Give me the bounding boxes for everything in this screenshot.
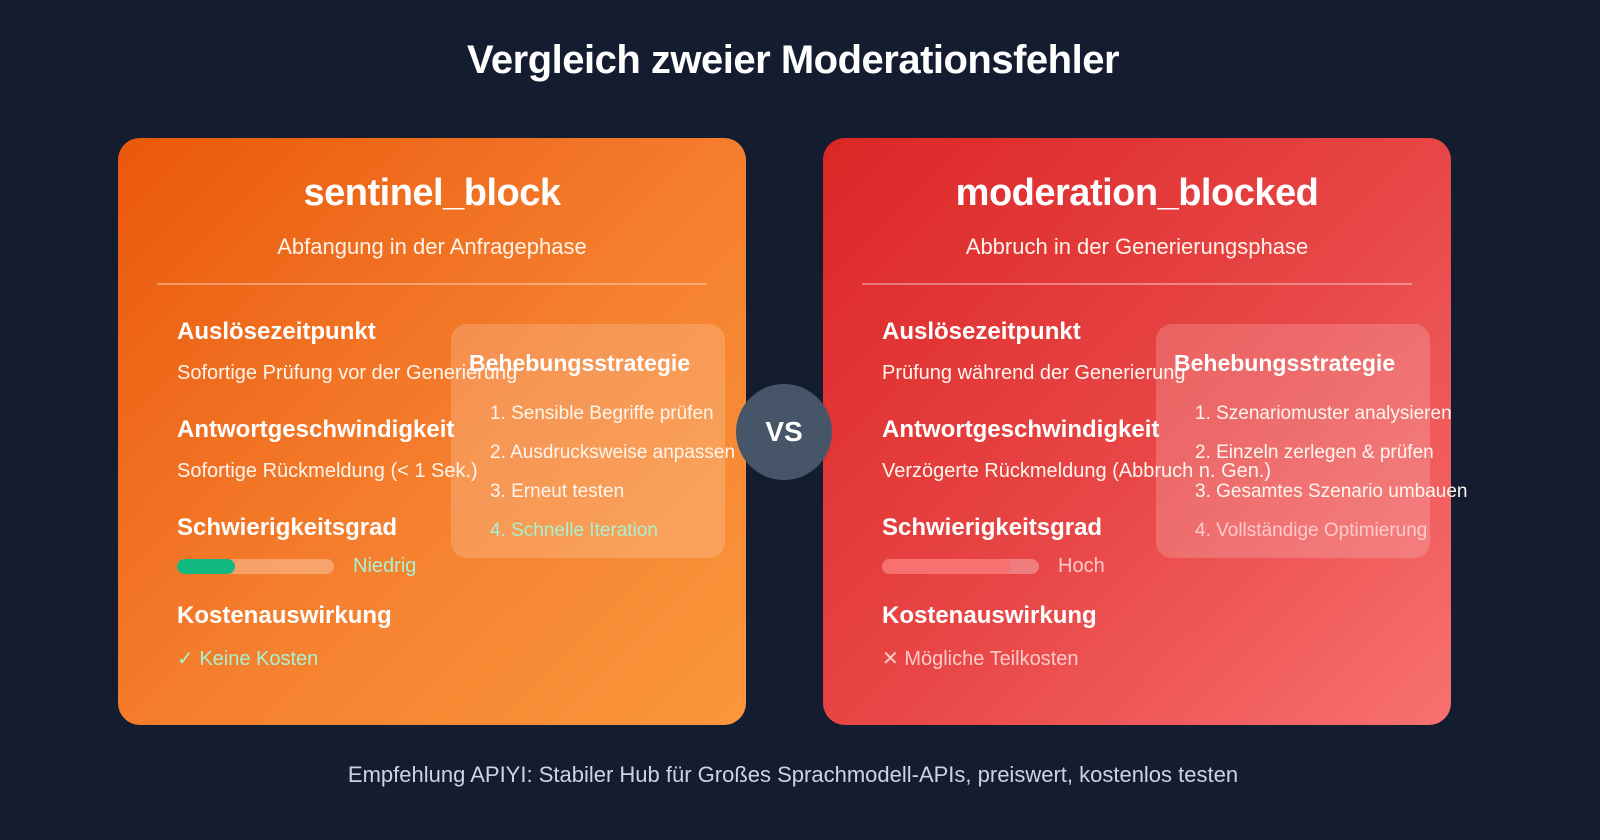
difficulty-fill bbox=[882, 559, 1011, 574]
card-subtitle: Abbruch in der Generierungsphase bbox=[965, 234, 1309, 259]
strategy-step: 3. Gesamtes Szenario umbauen bbox=[1195, 481, 1468, 502]
difficulty-bar bbox=[882, 559, 1039, 574]
cost-text: Mögliche Teilkosten bbox=[904, 648, 1079, 670]
speed-value: Verzögerte Rückmeldung (Abbruch n. Gen.) bbox=[882, 460, 1272, 482]
cost-label: Kostenauswirkung bbox=[882, 602, 1097, 629]
strategy-step-final: 4. Vollständige Optimierung bbox=[1195, 520, 1428, 541]
card-subtitle: Abfangung in der Anfragephase bbox=[277, 234, 587, 259]
strategy-step: 1. Sensible Begriffe prüfen bbox=[490, 403, 714, 424]
difficulty-label: Schwierigkeitsgrad bbox=[882, 514, 1103, 541]
cross-icon: ✕ bbox=[882, 648, 899, 670]
strategy-step: 3. Erneut testen bbox=[490, 481, 625, 502]
difficulty-level: Hoch bbox=[1058, 555, 1105, 577]
page-title: Vergleich zweier Moderationsfehler bbox=[466, 38, 1120, 82]
trigger-label: Auslösezeitpunkt bbox=[177, 318, 376, 345]
cost-label: Kostenauswirkung bbox=[177, 602, 392, 629]
speed-value: Sofortige Rückmeldung (< 1 Sek.) bbox=[177, 460, 478, 482]
difficulty-bar bbox=[177, 559, 334, 574]
card-divider bbox=[862, 283, 1412, 285]
trigger-value: Sofortige Prüfung vor der Generierung bbox=[177, 362, 518, 384]
moderation-blocked-card: moderation_blocked Abbruch in der Generi… bbox=[823, 138, 1468, 725]
difficulty-label: Schwierigkeitsgrad bbox=[177, 514, 398, 541]
strategy-panel bbox=[451, 324, 725, 558]
card-title: moderation_blocked bbox=[955, 172, 1319, 214]
card-title: sentinel_block bbox=[303, 172, 561, 214]
strategy-title: Behebungsstrategie bbox=[469, 350, 691, 376]
speed-label: Antwortgeschwindigkeit bbox=[177, 416, 455, 443]
sentinel-block-card: sentinel_block Abfangung in der Anfragep… bbox=[118, 138, 746, 725]
vs-badge: VS bbox=[736, 384, 832, 480]
trigger-label: Auslösezeitpunkt bbox=[882, 318, 1081, 345]
strategy-step: 2. Ausdrucksweise anpassen bbox=[490, 442, 736, 463]
strategy-panel bbox=[1156, 324, 1430, 558]
cost-value: ✓ Keine Kosten bbox=[177, 646, 318, 671]
strategy-title: Behebungsstrategie bbox=[1174, 350, 1396, 376]
check-icon: ✓ bbox=[177, 648, 194, 670]
cost-text: Keine Kosten bbox=[199, 648, 319, 670]
speed-label: Antwortgeschwindigkeit bbox=[882, 416, 1160, 443]
difficulty-fill bbox=[177, 559, 236, 574]
trigger-value: Prüfung während der Generierung bbox=[882, 362, 1186, 384]
card-divider bbox=[157, 283, 707, 285]
cost-value: ✕ Mögliche Teilkosten bbox=[882, 646, 1079, 671]
footer-recommendation: Empfehlung APIYI: Stabiler Hub für Große… bbox=[347, 762, 1239, 787]
difficulty-level: Niedrig bbox=[353, 555, 417, 577]
strategy-step-final: 4. Schnelle Iteration bbox=[490, 520, 658, 541]
strategy-step: 1. Szenariomuster analysieren bbox=[1195, 403, 1452, 424]
strategy-step: 2. Einzeln zerlegen & prüfen bbox=[1195, 442, 1434, 463]
